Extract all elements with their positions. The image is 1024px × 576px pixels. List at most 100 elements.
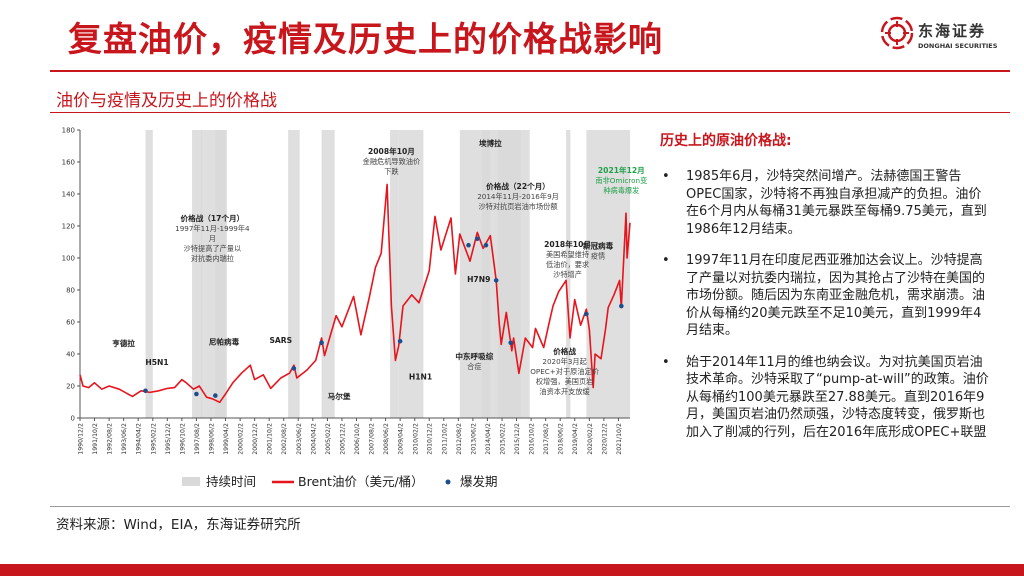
x-tick-label: 2015/12/2 <box>514 423 521 455</box>
duration-span <box>145 130 153 418</box>
y-tick-label: 120 <box>62 223 75 231</box>
subtitle-divider <box>50 112 1010 113</box>
annotation-title: 2008年10月 <box>368 146 415 156</box>
outbreak-dot <box>483 242 489 248</box>
annotation-title: 尼帕病毒 <box>209 336 240 346</box>
annotation-text: OPEC+对于原油定价 <box>530 367 599 376</box>
annotation-title: H1N1 <box>409 373 432 382</box>
x-tick-label: 2010/12/2 <box>427 423 434 455</box>
annotation-text: 种病毒爆发 <box>603 186 639 195</box>
annotation-text: 南非Omicron变 <box>595 176 647 185</box>
x-tick-label: 2021/10/2 <box>616 423 623 455</box>
outbreak-dot <box>213 393 218 398</box>
list-item: • 1997年11月在印度尼西亚雅加达会议上。沙特提高了产量以对抗委内瑞拉，因为其… <box>660 252 990 340</box>
y-tick-label: 100 <box>62 255 75 263</box>
annotation-title: SARS <box>269 336 292 345</box>
x-tick-label: 2003/06/2 <box>296 423 303 455</box>
chart-svg: 0 20 40 60 80 100 120 140 160 180 1990/12/2 1991/10… <box>62 127 648 490</box>
right-panel-title: 历史上的原油价格战: <box>660 133 792 149</box>
annotation-text: 沙特对抗页岩油市场份额 <box>478 202 557 211</box>
oil-price-chart: 0 20 40 60 80 100 120 140 160 180 1990/12/2 1991/10… <box>50 118 650 508</box>
annotation-text: 美国希望维持 <box>546 250 589 259</box>
x-tick-label: 1995/02/2 <box>150 423 157 455</box>
annotation-title: 亨德拉 <box>112 338 135 348</box>
y-tick-label: 80 <box>66 287 75 295</box>
list-item: • 1985年6月，沙特突然间增产。法赫德国王警告OPEC国家，沙特将不再独自承担… <box>660 168 990 238</box>
annotation-title: 价格战（22个月） <box>486 181 550 191</box>
y-tick-label: 0 <box>71 415 75 423</box>
company-logo: 东海证券 DONGHAI SECURITIES <box>880 12 1020 56</box>
price-line <box>79 183 631 404</box>
x-tick-label: 2020/12/2 <box>601 423 608 455</box>
logo-en: DONGHAI SECURITIES <box>918 42 998 50</box>
annotation-title: 价格战 <box>553 346 576 356</box>
duration-span <box>288 130 300 418</box>
annotation-text: 疫情 <box>591 251 605 260</box>
bullet-icon: • <box>662 253 670 268</box>
x-tick-label: 1995/12/2 <box>165 423 172 455</box>
y-tick-label: 60 <box>66 319 75 327</box>
annotation-text: 对抗委内瑞拉 <box>191 254 234 263</box>
footer-bar <box>0 564 1024 576</box>
bullet-icon: • <box>662 354 670 370</box>
chart-axes: 0 20 40 60 80 100 120 140 160 180 1990/12/2 1991/10… <box>62 127 630 455</box>
annotation-title: H7N9 <box>467 275 490 284</box>
list-item-text: 1985年6月，沙特突然间增产。法赫德国王警告OPEC国家，沙特将不再独自承担减… <box>686 169 987 237</box>
title-divider <box>50 70 1010 72</box>
duration-span <box>192 130 203 418</box>
annotation-text: 沙特提高了产量以 <box>184 244 242 253</box>
x-tick-label: 2014/04/2 <box>485 423 492 455</box>
x-tick-label: 2009/04/2 <box>398 423 405 455</box>
y-tick-label: 40 <box>66 351 75 359</box>
x-tick-label: 2015/02/2 <box>500 423 507 455</box>
legend-span-swatch <box>182 477 200 486</box>
x-tick-label: 2005/12/2 <box>339 423 346 455</box>
outbreak-dot <box>508 340 514 346</box>
annotation-text: 权增强，美国页岩 <box>536 377 594 386</box>
section-subtitle: 油价与疫情及历史上的价格战 <box>56 91 277 111</box>
logo-emblem-icon <box>880 16 914 50</box>
source-note: 资料来源：Wind，EIA，东海证券研究所 <box>56 517 301 533</box>
annotation-title: 中东呼吸综 <box>455 351 493 361</box>
source-divider <box>50 506 1010 507</box>
x-tick-label: 2016/10/2 <box>529 423 536 455</box>
annotation-text: 合症 <box>467 362 481 371</box>
x-tick-label: 2017/08/2 <box>543 423 550 455</box>
outbreak-dot <box>194 391 199 397</box>
outbreak-dot <box>474 236 480 242</box>
x-tick-label: 1994/04/2 <box>136 423 143 455</box>
outbreak-dots <box>143 236 624 398</box>
annotation-title: 埃博拉 <box>479 138 502 148</box>
x-tick-label: 2020/02/2 <box>587 423 594 455</box>
annotation-text: 金融危机导致油价 <box>363 157 421 166</box>
duration-span <box>321 130 335 418</box>
price-war-list: • 1985年6月，沙特突然间增产。法赫德国王警告OPEC国家，沙特将不再独自承担… <box>660 168 990 455</box>
x-tick-label: 1997/08/2 <box>194 423 201 455</box>
annotation-title: 马尔堡 <box>328 391 351 401</box>
x-tick-label: 1996/10/2 <box>179 423 186 455</box>
duration-span <box>566 130 571 418</box>
annotation-text: 1997年11月-1999年4 <box>175 224 250 233</box>
x-tick-label: 2013/06/2 <box>470 423 477 455</box>
annotation-title: 2018年10月 <box>544 239 591 249</box>
list-item-text: 1997年11月在印度尼西亚雅加达会议上。沙特提高了产量以对抗委内瑞拉，因为其抢… <box>686 253 986 338</box>
duration-spans <box>145 130 630 418</box>
outbreak-dot <box>493 278 499 283</box>
legend-dot-label: 爆发期 <box>460 474 498 489</box>
annotation-text: 2020年3月起 <box>542 357 586 366</box>
outbreak-dot <box>319 340 324 346</box>
x-tick-label: 1993/06/2 <box>121 423 128 455</box>
x-tick-label: 1999/04/2 <box>223 423 230 455</box>
x-tick-label: 2004/04/2 <box>310 423 317 455</box>
x-tick-label: 2005/02/2 <box>325 423 332 455</box>
x-tick-label: 2002/08/2 <box>281 423 288 455</box>
logo-name: 东海证券 <box>918 22 987 40</box>
duration-span <box>389 130 399 418</box>
outbreak-dot <box>584 311 589 317</box>
annotation-text: 2014年11月-2016年9月 <box>477 192 559 201</box>
brent-price-series <box>79 183 631 404</box>
outbreak-dot <box>619 303 624 309</box>
x-tick-label: 2000/12/2 <box>252 423 259 455</box>
annotation-title: H5N1 <box>145 358 168 367</box>
